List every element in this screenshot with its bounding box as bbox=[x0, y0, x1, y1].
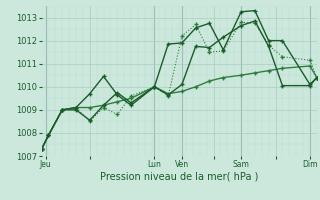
X-axis label: Pression niveau de la mer( hPa ): Pression niveau de la mer( hPa ) bbox=[100, 172, 258, 182]
